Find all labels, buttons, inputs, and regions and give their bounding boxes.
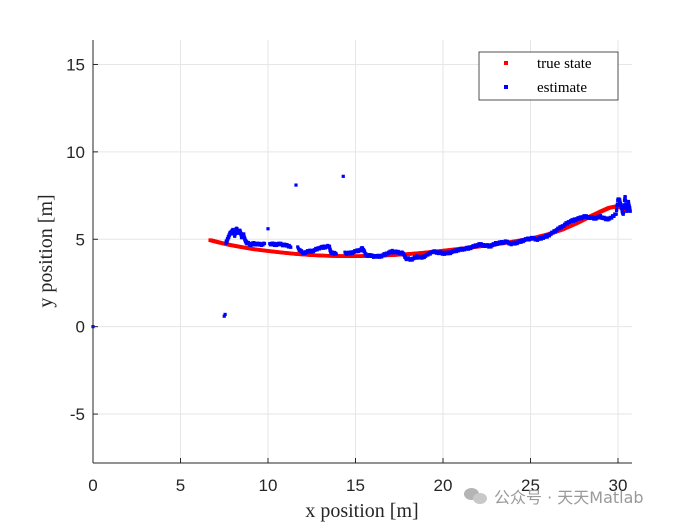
estimate-point bbox=[623, 195, 627, 199]
estimate-point bbox=[610, 216, 614, 220]
estimate-point bbox=[233, 232, 238, 236]
estimate-point bbox=[266, 227, 270, 231]
y-tick-label: 5 bbox=[76, 230, 85, 249]
wechat-icon bbox=[464, 486, 488, 506]
estimate-point bbox=[624, 202, 628, 207]
estimate-point bbox=[294, 183, 298, 187]
estimate-point bbox=[615, 202, 620, 206]
y-tick-label: 15 bbox=[66, 55, 85, 74]
estimate-point bbox=[315, 248, 319, 252]
estimate-point bbox=[628, 209, 632, 213]
estimate-point bbox=[545, 235, 549, 239]
x-tick-label: 15 bbox=[346, 476, 365, 495]
estimate-point bbox=[555, 228, 559, 232]
legend-label-true-state: true state bbox=[537, 56, 592, 72]
estimate-point bbox=[299, 249, 304, 253]
estimate-point bbox=[383, 253, 388, 257]
estimate-point bbox=[622, 206, 626, 210]
estimate-series bbox=[91, 174, 632, 329]
estimate-point bbox=[625, 206, 630, 210]
estimate-point bbox=[231, 227, 235, 232]
estimate-point bbox=[402, 252, 406, 256]
estimate-point bbox=[628, 206, 632, 210]
x-tick-label: 30 bbox=[609, 476, 628, 495]
estimate-point bbox=[226, 237, 230, 241]
legend: true state estimate bbox=[478, 51, 619, 101]
x-tick-label: 20 bbox=[434, 476, 453, 495]
x-axis-label: x position [m] bbox=[305, 500, 418, 522]
watermark: 公众号 · 天天Matlab bbox=[464, 484, 644, 508]
estimate-point bbox=[626, 199, 631, 204]
estimate-point bbox=[614, 212, 618, 216]
estimate-point bbox=[403, 254, 407, 259]
estimate-point bbox=[622, 204, 626, 209]
watermark-text: 公众号 · 天天Matlab bbox=[494, 488, 644, 507]
estimate-point bbox=[239, 231, 243, 236]
estimate-point bbox=[262, 242, 267, 246]
estimate-point bbox=[334, 252, 338, 256]
estimate-point bbox=[624, 199, 628, 203]
estimate-point bbox=[362, 249, 367, 253]
y-tick-label: 0 bbox=[76, 318, 85, 337]
estimate-point bbox=[242, 232, 246, 236]
estimate-point bbox=[225, 239, 229, 243]
estimate-point bbox=[233, 234, 237, 238]
estimate-point bbox=[296, 245, 300, 249]
estimate-point bbox=[627, 204, 631, 208]
estimate-point bbox=[615, 207, 619, 212]
estimate-point bbox=[620, 206, 624, 210]
estimate-point bbox=[618, 198, 622, 202]
estimate-point bbox=[627, 202, 631, 206]
estimate-point bbox=[227, 235, 231, 239]
legend-marker-estimate bbox=[504, 85, 508, 89]
x-tick-label: 25 bbox=[521, 476, 540, 495]
x-tick-labels: 0 5 10 15 20 25 30 bbox=[88, 476, 627, 495]
legend-label-estimate: estimate bbox=[537, 80, 587, 96]
legend-box bbox=[478, 51, 619, 101]
legend-marker-true-state bbox=[504, 61, 508, 65]
x-tick-label: 5 bbox=[176, 476, 185, 495]
estimate-point bbox=[622, 203, 626, 207]
x-tick-label: 0 bbox=[88, 476, 97, 495]
estimate-point bbox=[565, 222, 570, 226]
estimate-point bbox=[625, 209, 629, 213]
estimate-point bbox=[223, 312, 227, 317]
estimate-point bbox=[289, 245, 293, 249]
estimate-point bbox=[327, 244, 332, 248]
estimate-point bbox=[341, 174, 345, 178]
y-tick-labels: -5 0 5 10 15 bbox=[66, 55, 85, 424]
estimate-point bbox=[621, 212, 625, 216]
estimate-point bbox=[621, 210, 626, 215]
estimate-point bbox=[424, 254, 428, 258]
estimate-point bbox=[619, 203, 623, 207]
x-tick-label: 10 bbox=[259, 476, 278, 495]
estimate-point bbox=[612, 214, 616, 218]
y-tick-label: -5 bbox=[70, 405, 85, 424]
estimate-point bbox=[222, 314, 226, 318]
y-axis-label: y position [m] bbox=[35, 194, 57, 307]
y-tick-label: 10 bbox=[66, 143, 85, 162]
